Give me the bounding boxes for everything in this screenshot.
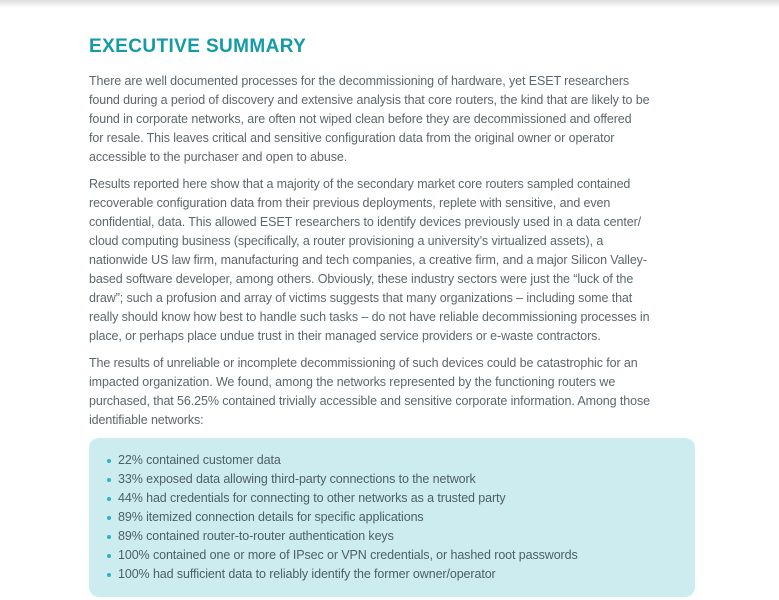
stat-item: 22% contained customer data xyxy=(107,451,671,470)
paragraph-results: The results of unreliable or incomplete … xyxy=(89,355,650,427)
stat-text: 100% contained one or more of IPsec or V… xyxy=(118,547,578,562)
statistics-callout-box: 22% contained customer data 33% exposed d… xyxy=(89,437,695,597)
stat-item: 33% exposed data allowing third-party co… xyxy=(107,470,671,489)
statistics-list: 22% contained customer data 33% exposed d… xyxy=(107,451,671,584)
stat-item: 89% contained router-to-router authentic… xyxy=(107,527,671,546)
stat-text: 100% had sufficient data to reliably ide… xyxy=(118,566,496,581)
bullet-icon xyxy=(107,534,111,539)
paragraph-findings: Results reported here show that a majori… xyxy=(89,176,650,343)
paragraph-decommissioning-intro: There are well documented processes for … xyxy=(89,73,650,164)
section-heading: EXECUTIVE SUMMARY xyxy=(89,36,307,57)
executive-summary-section: EXECUTIVE SUMMARY There are well documen… xyxy=(0,8,719,597)
bullet-icon xyxy=(107,496,111,501)
stat-item: 44% had credentials for connecting to ot… xyxy=(107,489,671,508)
page-top-edge-shadow xyxy=(0,0,779,8)
stat-text: 33% exposed data allowing third-party co… xyxy=(118,471,476,486)
stat-text: 89% itemized connection details for spec… xyxy=(118,509,424,524)
bullet-icon xyxy=(107,477,111,482)
stat-item: 100% contained one or more of IPsec or V… xyxy=(107,546,671,565)
bullet-icon xyxy=(107,515,111,520)
stat-item: 89% itemized connection details for spec… xyxy=(107,508,671,527)
bullet-icon xyxy=(107,458,111,463)
stat-text: 44% had credentials for connecting to ot… xyxy=(118,490,506,505)
stat-text: 22% contained customer data xyxy=(118,452,281,467)
bullet-icon xyxy=(107,553,111,558)
stat-item: 100% had sufficient data to reliably ide… xyxy=(107,565,671,584)
stat-text: 89% contained router-to-router authentic… xyxy=(118,528,394,543)
bullet-icon xyxy=(107,572,111,577)
